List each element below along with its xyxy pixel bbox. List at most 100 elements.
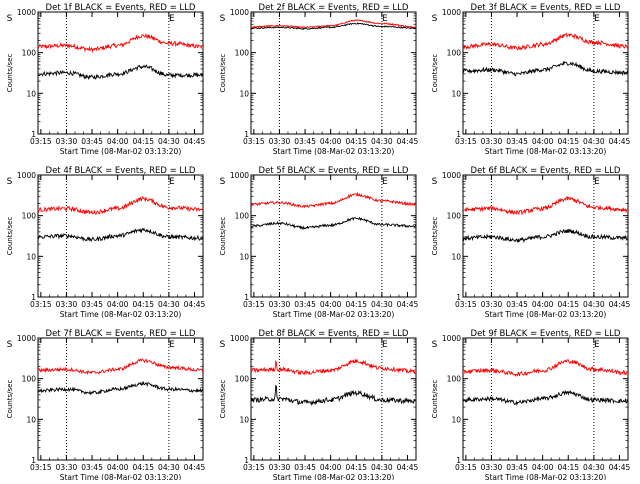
y-tick-label: 10 — [26, 89, 36, 98]
x-tick-label: 04:30 — [583, 463, 605, 472]
x-tick-label: 03:15 — [455, 137, 477, 146]
x-tick-label: 03:45 — [506, 463, 528, 472]
x-tick-label: 04:30 — [158, 300, 180, 309]
end-marker: E — [169, 14, 175, 24]
x-tick-label: 04:45 — [184, 137, 206, 146]
x-tick-label: 03:15 — [30, 463, 52, 472]
panel-det-3: Det 3f BLACK = Events, RED = LLD 1 10 100 10… — [431, 3, 630, 156]
x-tick-label: 04:15 — [557, 300, 579, 309]
y-tick-label: 1 — [244, 456, 249, 465]
x-axis-label: Start Time (08-Mar-02 03:13:20) — [485, 473, 607, 480]
x-axis-label: Start Time (08-Mar-02 03:13:20) — [60, 147, 182, 156]
y-axis-label: Counts/sec — [219, 217, 227, 256]
y-tick-label: 100 — [447, 375, 462, 384]
y-tick-label: 100 — [235, 49, 250, 58]
x-tick-label: 04:15 — [132, 300, 154, 309]
y-tick-label: 10 — [451, 89, 461, 98]
y-tick-label: 1 — [244, 130, 249, 139]
y-tick-label: 10 — [239, 252, 249, 261]
end-marker: E — [594, 340, 600, 350]
x-tick-label: 04:15 — [557, 137, 579, 146]
x-tick-label: 03:15 — [243, 137, 265, 146]
x-tick-label: 03:15 — [30, 137, 52, 146]
y-tick-label: 100 — [22, 49, 37, 58]
x-tick-label: 04:00 — [532, 300, 554, 309]
end-marker: E — [382, 14, 388, 24]
x-axis-label: Start Time (08-Mar-02 03:13:20) — [273, 147, 395, 156]
x-tick-label: 03:30 — [481, 137, 503, 146]
y-tick-label: 100 — [447, 49, 462, 58]
y-tick-label: 100 — [235, 375, 250, 384]
plot-frame — [37, 174, 204, 298]
x-tick-label: 04:00 — [107, 463, 129, 472]
x-tick-label: 04:00 — [107, 300, 129, 309]
series-events-black-line — [462, 389, 629, 407]
x-tick-label: 03:30 — [481, 463, 503, 472]
series-lld-red-line — [462, 359, 629, 377]
end-marker: E — [169, 340, 175, 350]
x-tick-label: 04:45 — [184, 463, 206, 472]
series-events-black-line — [250, 216, 417, 231]
series-lld-red-line — [462, 32, 629, 51]
y-axis-label: Counts/sec — [219, 380, 227, 419]
series-events-black-line — [37, 64, 204, 81]
start-marker: S — [432, 340, 438, 350]
x-tick-label: 04:00 — [320, 463, 342, 472]
panel-det-5: Det 5f BLACK = Events, RED = LLD 1 10 100 10… — [219, 166, 418, 319]
x-tick-label: 04:00 — [107, 137, 129, 146]
x-tick-label: 03:15 — [243, 300, 265, 309]
y-axis-label: Counts/sec — [219, 54, 227, 93]
start-marker: S — [7, 177, 13, 187]
chart-title: Det 3f BLACK = Events, RED = LLD — [471, 3, 621, 13]
x-tick-label: 03:30 — [56, 463, 78, 472]
y-tick-label: 1 — [31, 456, 36, 465]
chart-title: Det 5f BLACK = Events, RED = LLD — [259, 166, 409, 176]
x-tick-label: 03:45 — [506, 137, 528, 146]
y-axis-label: Counts/sec — [431, 217, 439, 256]
start-marker: S — [220, 177, 226, 187]
x-tick-label: 03:45 — [294, 463, 316, 472]
x-tick-label: 04:30 — [158, 463, 180, 472]
y-tick-label: 1000 — [442, 334, 461, 343]
start-marker: S — [7, 14, 13, 24]
y-axis-label: Counts/sec — [6, 380, 14, 419]
chart-title: Det 6f BLACK = Events, RED = LLD — [471, 166, 621, 176]
series-lld-red-line — [37, 196, 204, 215]
x-axis-label: Start Time (08-Mar-02 03:13:20) — [485, 310, 607, 319]
series-events-black-line — [462, 228, 629, 244]
x-tick-label: 04:15 — [132, 137, 154, 146]
x-axis-label: Start Time (08-Mar-02 03:13:20) — [60, 310, 182, 319]
y-tick-label: 1 — [31, 130, 36, 139]
panel-det-7: Det 7f BLACK = Events, RED = LLD 1 10 100 10… — [6, 329, 206, 482]
x-tick-label: 04:30 — [158, 137, 180, 146]
series-lld-red-line — [37, 358, 204, 376]
x-axis-label: Start Time (08-Mar-02 03:13:20) — [60, 473, 182, 480]
y-tick-label: 1000 — [442, 171, 461, 180]
x-tick-label: 04:00 — [320, 300, 342, 309]
panel-det-1: Det 1f BLACK = Events, RED = LLD 1 10 100 10… — [6, 3, 205, 156]
x-tick-label: 03:30 — [269, 463, 291, 472]
x-tick-label: 04:30 — [583, 137, 605, 146]
y-tick-label: 10 — [451, 252, 461, 261]
x-tick-label: 03:30 — [56, 137, 78, 146]
series-lld-red-line — [250, 191, 417, 209]
panel-det-2: Det 2f BLACK = Events, RED = LLD 1 10 100 10… — [219, 3, 418, 156]
x-tick-label: 04:00 — [532, 137, 554, 146]
x-tick-label: 04:30 — [583, 300, 605, 309]
x-tick-label: 04:45 — [184, 300, 206, 309]
x-tick-label: 04:45 — [609, 137, 631, 146]
plot-frame — [462, 11, 629, 135]
y-tick-label: 1000 — [230, 334, 249, 343]
x-tick-label: 04:45 — [397, 137, 419, 146]
y-tick-label: 10 — [239, 89, 249, 98]
plot-frame — [462, 174, 629, 298]
x-tick-label: 04:30 — [371, 137, 393, 146]
end-marker: E — [594, 14, 600, 24]
x-tick-label: 03:15 — [455, 463, 477, 472]
x-tick-label: 04:15 — [345, 300, 367, 309]
y-tick-label: 1000 — [17, 334, 36, 343]
series-events-black-line — [250, 384, 417, 407]
x-tick-label: 03:45 — [294, 300, 316, 309]
series-events-black-line — [37, 227, 204, 242]
start-marker: S — [432, 177, 438, 187]
